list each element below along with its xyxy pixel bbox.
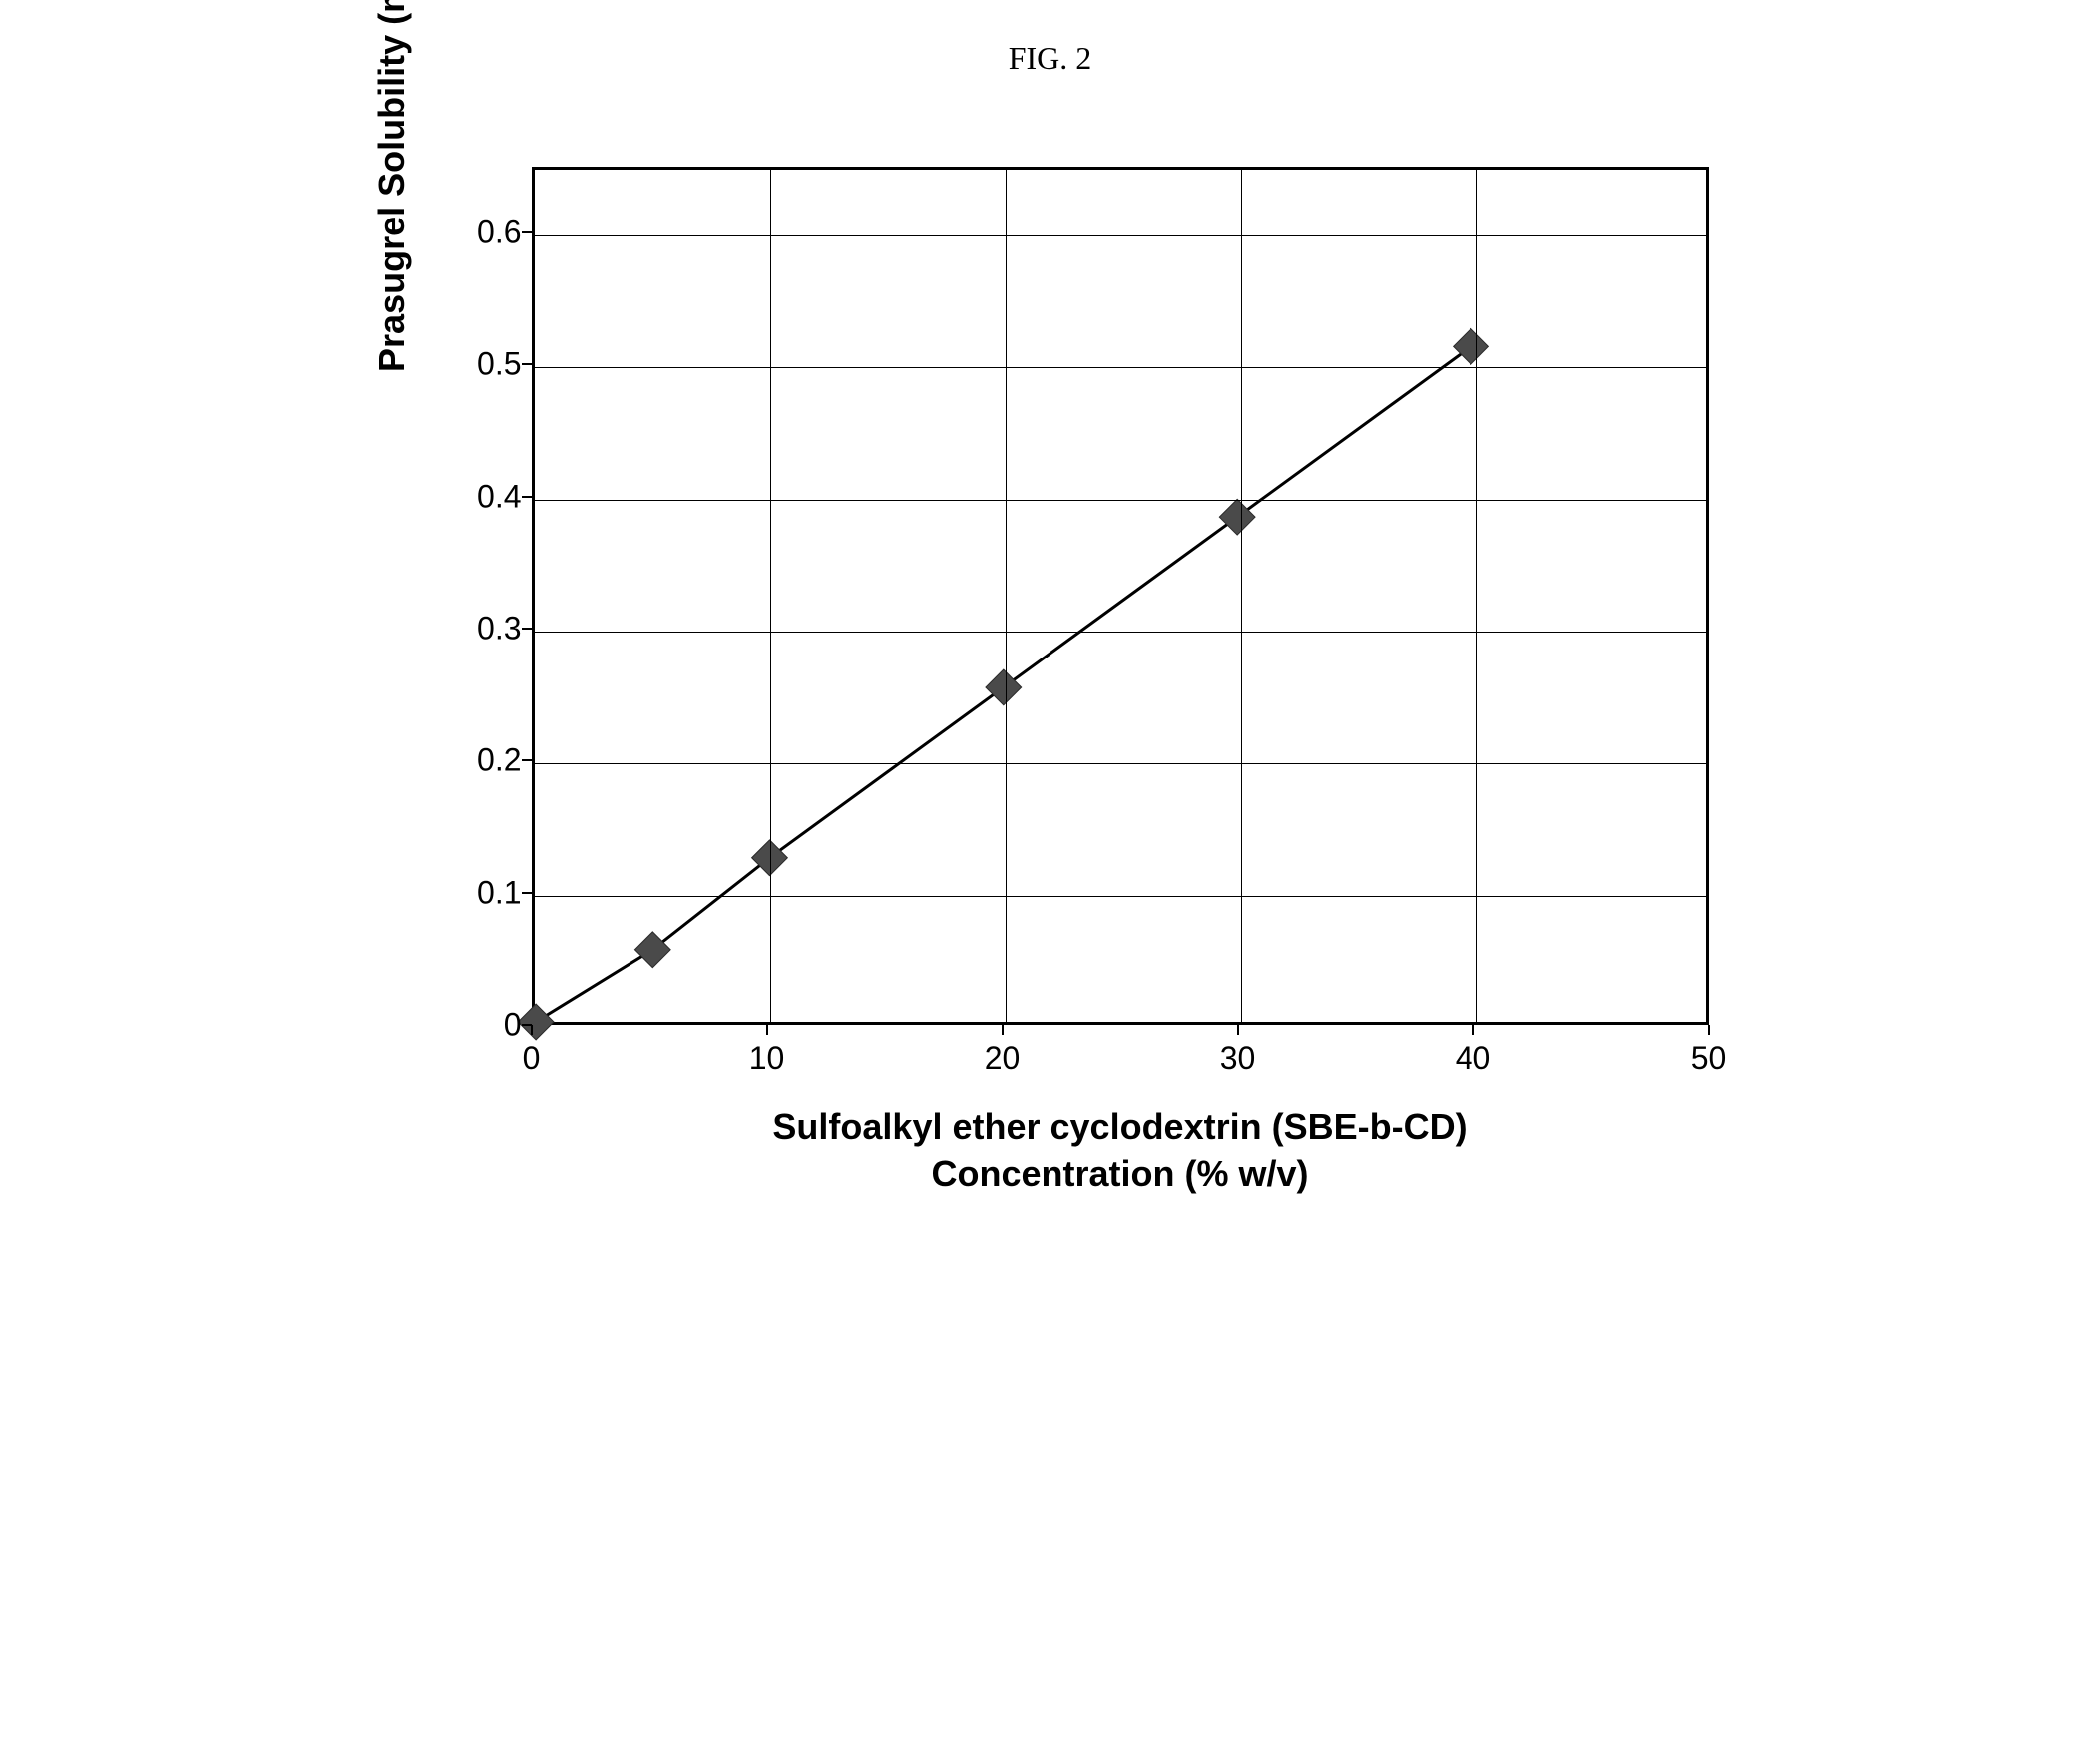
data-marker <box>518 1004 554 1040</box>
figure-title: FIG. 2 <box>1009 40 1092 77</box>
x-tick-label: 40 <box>1456 1040 1491 1077</box>
data-marker <box>985 669 1021 705</box>
grid-line-vertical <box>1241 170 1242 1022</box>
grid-line-horizontal <box>535 500 1706 501</box>
x-axis-label-line1: Sulfoalkyl ether cyclodextrin (SBE-b-CD) <box>772 1106 1467 1147</box>
plot-area <box>532 167 1709 1025</box>
y-tick-mark <box>522 628 532 630</box>
y-tick-mark <box>522 496 532 498</box>
grid-line-horizontal <box>535 632 1706 633</box>
y-tick-label: 0.5 <box>477 346 521 383</box>
chart-container: Prasugrel Solubility (mg/mL) Sulfoalkyl … <box>352 137 1749 1234</box>
x-tick-label: 10 <box>749 1040 785 1077</box>
y-tick-label: 0.6 <box>477 215 521 251</box>
data-marker <box>634 932 670 968</box>
grid-line-horizontal <box>535 235 1706 236</box>
y-tick-mark <box>522 363 532 365</box>
y-tick-mark <box>522 892 532 894</box>
x-tick-label: 50 <box>1691 1040 1727 1077</box>
x-tick-mark <box>1708 1025 1710 1035</box>
x-tick-label: 0 <box>523 1040 541 1077</box>
grid-line-vertical <box>1476 170 1477 1022</box>
x-tick-label: 30 <box>1220 1040 1256 1077</box>
grid-line-horizontal <box>535 763 1706 764</box>
x-tick-mark <box>766 1025 768 1035</box>
x-tick-mark <box>1472 1025 1474 1035</box>
y-tick-label: 0.4 <box>477 478 521 515</box>
data-marker <box>1453 328 1488 364</box>
y-axis-label: Prasugrel Solubility (mg/mL) <box>371 0 413 372</box>
chart-svg <box>535 170 1706 1022</box>
x-axis-label-line2: Concentration (% w/v) <box>931 1153 1308 1194</box>
y-tick-label: 0.2 <box>477 742 521 779</box>
x-tick-label: 20 <box>985 1040 1021 1077</box>
y-tick-mark <box>522 759 532 761</box>
y-tick-label: 0.1 <box>477 874 521 911</box>
x-tick-mark <box>1237 1025 1239 1035</box>
y-tick-label: 0 <box>504 1007 522 1044</box>
grid-line-vertical <box>770 170 771 1022</box>
x-tick-mark <box>531 1025 533 1035</box>
grid-line-vertical <box>1006 170 1007 1022</box>
grid-line-horizontal <box>535 896 1706 897</box>
data-marker <box>1219 499 1255 535</box>
y-tick-label: 0.3 <box>477 611 521 648</box>
x-tick-mark <box>1002 1025 1004 1035</box>
grid-line-horizontal <box>535 367 1706 368</box>
y-tick-mark <box>522 231 532 233</box>
x-axis-label: Sulfoalkyl ether cyclodextrin (SBE-b-CD)… <box>532 1104 1709 1198</box>
